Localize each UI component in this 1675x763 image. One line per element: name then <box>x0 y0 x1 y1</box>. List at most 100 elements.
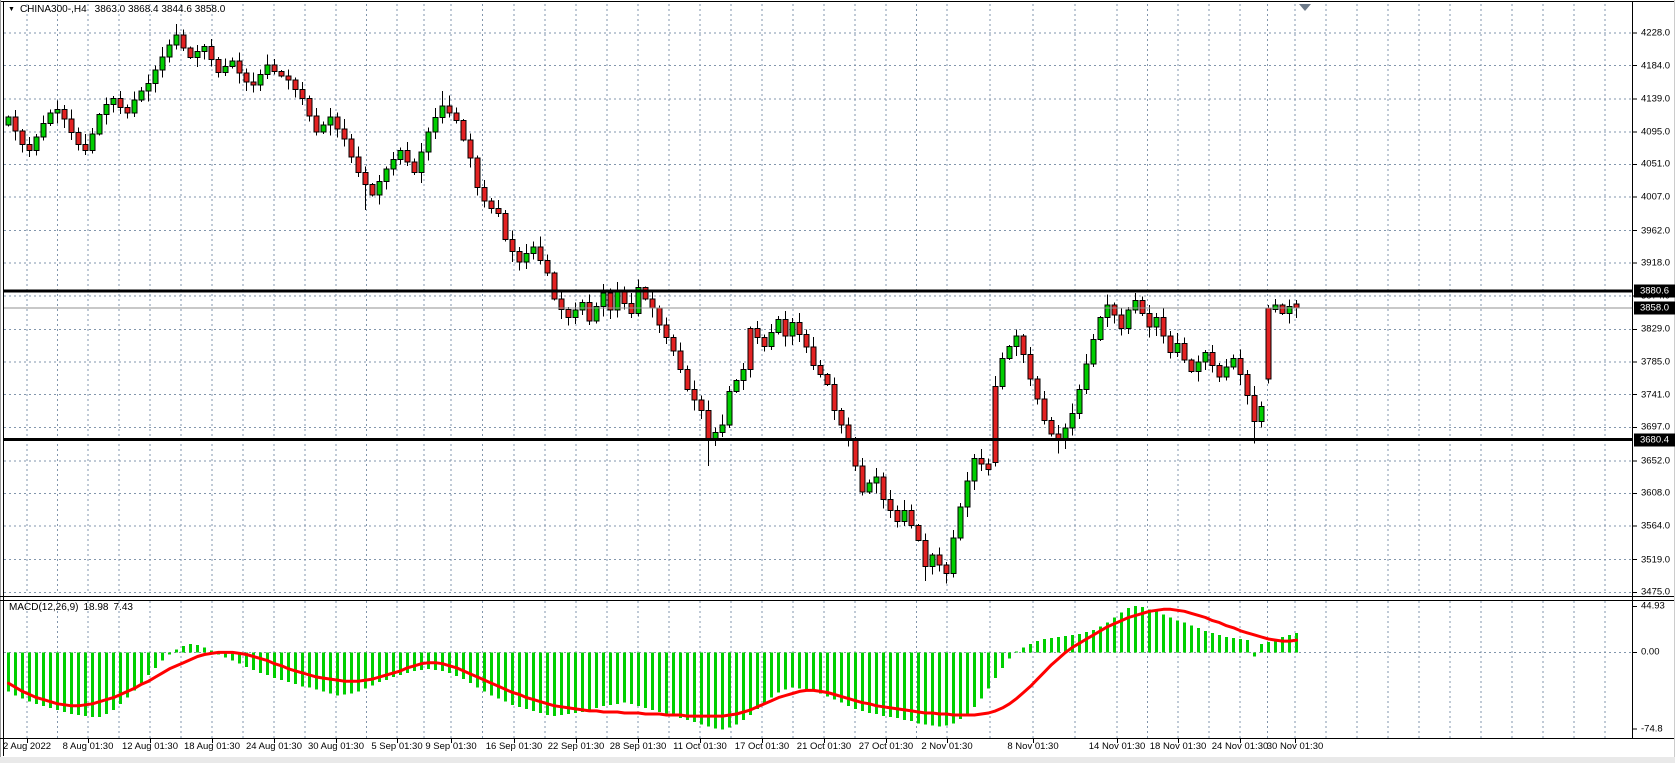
candle-bearish <box>985 463 992 471</box>
candle-bullish <box>964 480 971 508</box>
macd-histogram-bar <box>392 652 395 678</box>
macd-histogram-bar <box>315 652 318 690</box>
candle-bullish <box>901 510 908 523</box>
macd-histogram-bar <box>1267 642 1270 653</box>
candle-bearish <box>348 138 355 158</box>
macd-histogram-bar <box>868 652 871 713</box>
candle-bearish <box>488 200 495 209</box>
macd-axis-label: 0.00 <box>1641 646 1660 658</box>
price-axis[interactable]: 4228.0 4184.0 4139.0 4095.0 4051.0 4007.0 3962… <box>1632 0 1675 739</box>
macd-histogram-bar <box>1190 625 1193 653</box>
price-axis-label: 3785.0 <box>1641 356 1671 368</box>
macd-histogram-bar <box>756 652 759 709</box>
macd-histogram-bar <box>1064 635 1067 653</box>
macd-histogram-bar <box>1232 638 1235 653</box>
candle-bullish <box>1132 299 1139 311</box>
macd-name: MACD(12,26,9) <box>9 602 79 613</box>
candle-bearish <box>684 368 691 390</box>
time-axis-label: 28 Sep 01:30 <box>609 741 667 752</box>
macd-histogram-bar <box>623 652 626 703</box>
macd-histogram-bar <box>154 652 157 668</box>
time-axis-label: 14 Nov 01:30 <box>1088 741 1146 752</box>
macd-histogram-bar <box>364 652 367 689</box>
macd-histogram-bar <box>63 652 66 712</box>
macd-histogram-bar <box>952 652 955 724</box>
candle-bearish <box>481 186 488 202</box>
macd-histogram-bar <box>1260 644 1263 653</box>
macd-histogram-bar <box>973 652 976 707</box>
candle-bullish <box>418 151 425 174</box>
macd-histogram-bar <box>1113 617 1116 653</box>
price-axis-label: 3918.0 <box>1641 257 1671 269</box>
candle-bullish <box>1153 316 1160 328</box>
candle-bullish <box>222 65 229 73</box>
macd-histogram-bar <box>798 652 801 689</box>
price-axis-label: 3519.0 <box>1641 554 1671 566</box>
candle-bullish <box>733 380 740 393</box>
macd-histogram-bar <box>714 652 717 729</box>
candle-bearish <box>845 424 852 441</box>
candle-bullish <box>635 287 642 315</box>
macd-histogram-bar <box>1050 638 1053 653</box>
candle-bearish <box>355 156 362 174</box>
candle-bullish <box>768 331 775 347</box>
candle-bullish <box>439 105 446 119</box>
macd-signal-value: 7.43 <box>113 602 133 613</box>
macd-histogram-bar <box>483 652 486 692</box>
candle-bullish <box>1090 339 1097 365</box>
macd-histogram-bar <box>994 652 997 679</box>
time-axis-label: 21 Oct 01:30 <box>796 741 852 752</box>
candle-bullish <box>33 136 40 151</box>
macd-histogram-bar <box>1092 629 1095 653</box>
candle-bearish <box>306 97 313 117</box>
candle-bearish <box>285 75 292 81</box>
macd-axis-label: -74.8 <box>1641 723 1663 735</box>
candle-bullish <box>1097 316 1104 341</box>
macd-histogram-bar <box>1043 639 1046 653</box>
macd-histogram-bar <box>14 652 17 696</box>
macd-histogram-bar <box>434 652 437 670</box>
macd-axis[interactable]: 44.93 0.00 -74.8 <box>1632 0 1675 739</box>
candle-bearish <box>453 112 460 122</box>
macd-histogram-bar <box>1127 608 1130 653</box>
candle-bullish <box>775 319 782 333</box>
symbol-dropdown-icon[interactable]: ▼ <box>8 6 15 13</box>
candle-bearish <box>817 365 824 376</box>
macd-histogram-bar <box>651 652 654 710</box>
candle-bullish <box>579 302 586 311</box>
candle-bearish <box>565 308 572 318</box>
macd-histogram-bar <box>987 652 990 689</box>
macd-histogram-bar <box>1036 641 1039 653</box>
price-axis-label: 4095.0 <box>1641 126 1671 138</box>
chart-shift-marker-icon[interactable] <box>1299 4 1311 11</box>
macd-histogram-bar <box>91 652 94 718</box>
macd-histogram-bar <box>322 652 325 692</box>
macd-histogram-bar <box>1015 651 1018 653</box>
price-axis-label: 4228.0 <box>1641 27 1671 39</box>
candle-bearish <box>859 465 866 493</box>
macd-histogram-bar <box>1057 636 1060 653</box>
time-axis-label: 8 Aug 01:30 <box>62 741 114 752</box>
macd-histogram-bar <box>1176 620 1179 653</box>
time-axis[interactable]: 2 Aug 2022 8 Aug 01:30 12 Aug 01:30 18 Aug … <box>0 740 1632 757</box>
candle-bearish <box>12 116 19 132</box>
macd-histogram-bar <box>252 652 255 670</box>
candle-bullish <box>152 69 159 85</box>
candle-bearish <box>369 184 376 196</box>
macd-histogram-bar <box>1085 631 1088 653</box>
macd-histogram-bar <box>259 652 262 673</box>
candle-bearish <box>474 157 481 188</box>
candle-bearish <box>502 212 509 240</box>
macd-histogram-bar <box>938 652 941 727</box>
candle-bearish <box>1265 307 1272 380</box>
macd-histogram-bar <box>168 652 171 655</box>
macd-histogram-bar <box>1071 634 1074 653</box>
macd-histogram-bar <box>917 652 920 724</box>
candle-bearish <box>922 539 929 567</box>
price-axis-label: 3475.0 <box>1641 586 1671 598</box>
candle-bullish <box>89 133 96 151</box>
macd-histogram-bar <box>1197 627 1200 653</box>
price-axis-label: 3962.0 <box>1641 225 1671 237</box>
time-axis-label: 12 Aug 01:30 <box>122 741 178 752</box>
